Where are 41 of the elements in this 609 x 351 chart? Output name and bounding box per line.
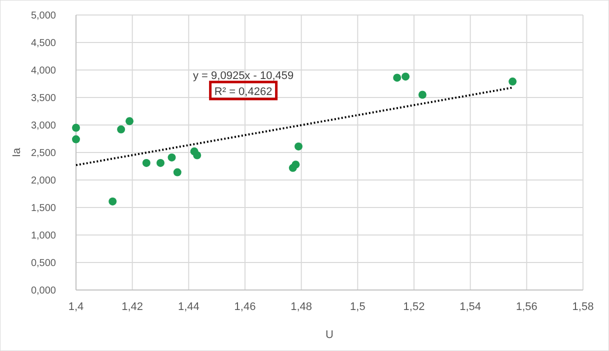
y-tick-label: 2,500 xyxy=(30,148,56,159)
point xyxy=(402,72,410,81)
x-tick-label: 1,52 xyxy=(403,301,425,313)
x-tick-label: 1,48 xyxy=(290,301,312,313)
x-tick-label: 1,5 xyxy=(350,301,366,313)
point xyxy=(126,117,134,126)
y-tick-label: 1,000 xyxy=(30,230,56,242)
y-tick-label: 2,000 xyxy=(30,176,56,186)
x-axis-title: U xyxy=(326,329,334,341)
x-tick-label: 1,4 xyxy=(68,301,84,313)
point xyxy=(156,158,164,167)
point xyxy=(72,135,80,144)
point xyxy=(508,78,517,86)
point xyxy=(193,151,202,160)
x-tick-label: 1,58 xyxy=(572,301,594,313)
annotation: y = 9,0925x - 10,459 xyxy=(193,70,294,82)
point xyxy=(173,168,182,176)
point xyxy=(294,142,303,150)
point xyxy=(117,125,126,134)
point xyxy=(108,197,117,206)
point xyxy=(292,160,300,169)
x-tick-label: 1,56 xyxy=(516,301,538,313)
y-tick-label: 4,500 xyxy=(30,38,56,49)
y-tick-label: 4,000 xyxy=(30,66,56,76)
y-tick-label: 3,000 xyxy=(30,120,56,132)
x-tick-label: 1,54 xyxy=(460,301,482,313)
y-tick-label: 5,000 xyxy=(30,10,56,22)
point xyxy=(393,74,402,82)
y-tick-label: 1,500 xyxy=(30,203,56,214)
y-tick-label: 0,000 xyxy=(30,286,56,296)
y-tick-label: 3,500 xyxy=(30,93,56,104)
annotation: R² = 0,4262 xyxy=(214,86,272,98)
point xyxy=(142,158,150,167)
x-tick-label: 1,46 xyxy=(234,301,256,313)
point xyxy=(168,153,176,162)
point xyxy=(418,90,426,99)
y-tick-label: 0,500 xyxy=(30,258,56,269)
x-tick-label: 1,44 xyxy=(178,301,200,313)
point xyxy=(72,124,80,132)
y-axis-title: Ia xyxy=(11,147,23,158)
x-tick-label: 1,42 xyxy=(122,301,144,313)
